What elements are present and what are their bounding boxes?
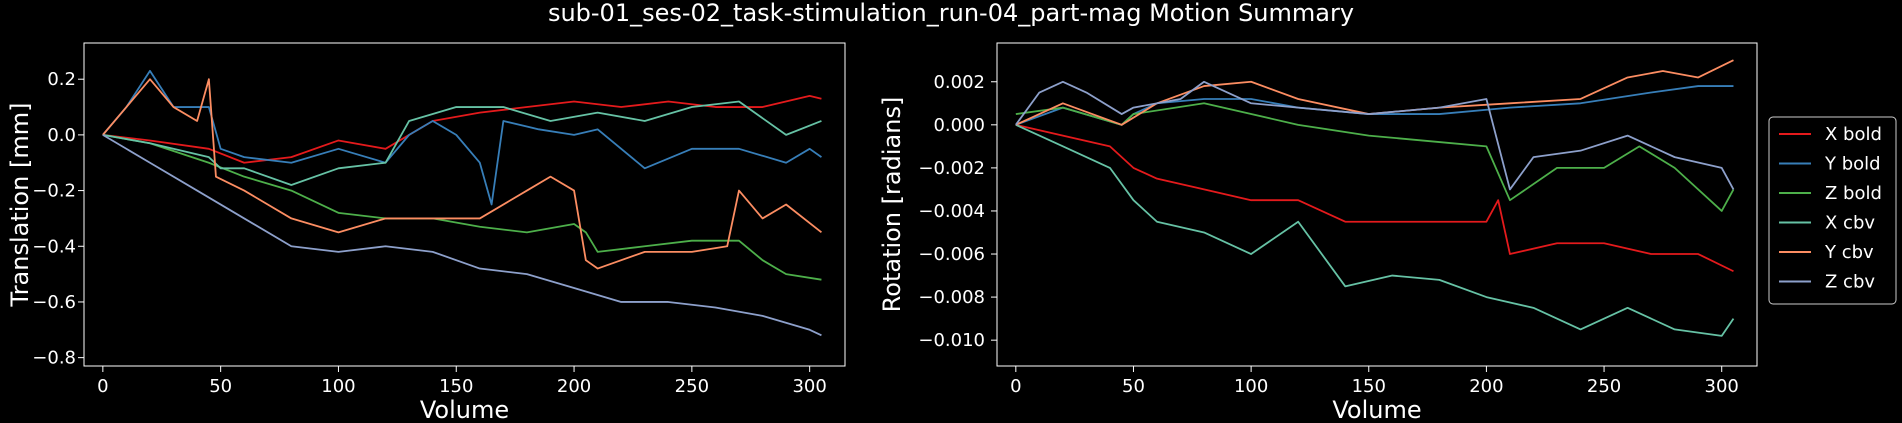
legend-label: Y bold <box>1824 154 1881 175</box>
legend-label: X cbv <box>1825 213 1875 234</box>
x-tick-label: 150 <box>439 376 473 397</box>
y-tick-label: −0.002 <box>918 158 985 179</box>
series-line-x-bold <box>102 95 822 164</box>
series-line-x-cbv <box>1015 124 1735 337</box>
y-tick-label: −0.006 <box>918 244 985 265</box>
legend: X bold Y bold Z bold X cbv Y cbv Z cbv <box>1768 116 1897 305</box>
x-tick-label: 300 <box>792 376 826 397</box>
y-tick-label: −0.004 <box>918 201 985 222</box>
legend-label: Y cbv <box>1824 242 1874 263</box>
series-line-x-cbv <box>102 100 822 186</box>
y-tick-label: −0.008 <box>918 287 985 308</box>
legend-label: Z bold <box>1825 183 1882 204</box>
x-tick-label: 250 <box>1587 376 1621 397</box>
series-line-z-cbv <box>1015 80 1735 191</box>
x-tick-label: 250 <box>675 376 709 397</box>
y-axis-label: Rotation [radians] <box>878 97 906 313</box>
series-line-y-bold <box>1015 85 1734 126</box>
x-tick-label: 150 <box>1352 376 1386 397</box>
legend-label: X bold <box>1825 124 1882 145</box>
x-tick-label: 100 <box>1234 376 1268 397</box>
y-axis-label: Translation [mm] <box>6 103 34 308</box>
series-line-z-bold <box>1015 102 1735 212</box>
x-tick-label: 300 <box>1705 376 1739 397</box>
y-tick-label: 0.0 <box>47 125 76 146</box>
legend-label: Z cbv <box>1825 272 1875 293</box>
series-group <box>102 69 822 337</box>
series-line-y-cbv <box>1015 59 1734 126</box>
x-tick-label: 50 <box>209 376 232 397</box>
x-axis-label: Volume <box>420 396 509 423</box>
y-tick-label: −0.8 <box>32 348 76 369</box>
series-line-z-bold <box>102 134 822 281</box>
y-tick-label: −0.6 <box>32 292 76 313</box>
y-tick-label: −0.2 <box>32 181 76 202</box>
plot-2: 0 50 100 150 200 250 300 −0.010 −0.008 −0.006 −0.0… <box>878 42 1897 423</box>
y-tick-label: −0.010 <box>918 330 985 351</box>
series-line-y-cbv <box>102 78 822 270</box>
y-tick-label: 0.002 <box>933 72 985 93</box>
series-line-y-bold <box>102 69 822 206</box>
series-line-z-cbv <box>102 134 822 337</box>
x-tick-label: 0 <box>1010 376 1021 397</box>
x-tick-label: 200 <box>1469 376 1503 397</box>
x-tick-label: 50 <box>1122 376 1145 397</box>
figure-title: sub-01_ses-02_task-stimulation_run-04_pa… <box>547 0 1355 27</box>
series-group <box>1015 59 1735 337</box>
y-tick-label: 0.2 <box>47 69 76 90</box>
x-tick-label: 200 <box>557 376 591 397</box>
x-axis-label: Volume <box>1332 396 1421 423</box>
plot-1: 0 50 100 150 200 250 300 −0.8 −0.6 −0.4 −0.2 0.0 0.2… <box>6 42 846 423</box>
plot-frame <box>83 42 846 367</box>
x-tick-label: 100 <box>321 376 355 397</box>
y-tick-label: −0.4 <box>32 236 76 257</box>
y-tick-label: 0.000 <box>933 115 985 136</box>
x-tick-label: 0 <box>97 376 108 397</box>
series-line-x-bold <box>1015 123 1734 273</box>
plot-frame <box>996 42 1758 367</box>
